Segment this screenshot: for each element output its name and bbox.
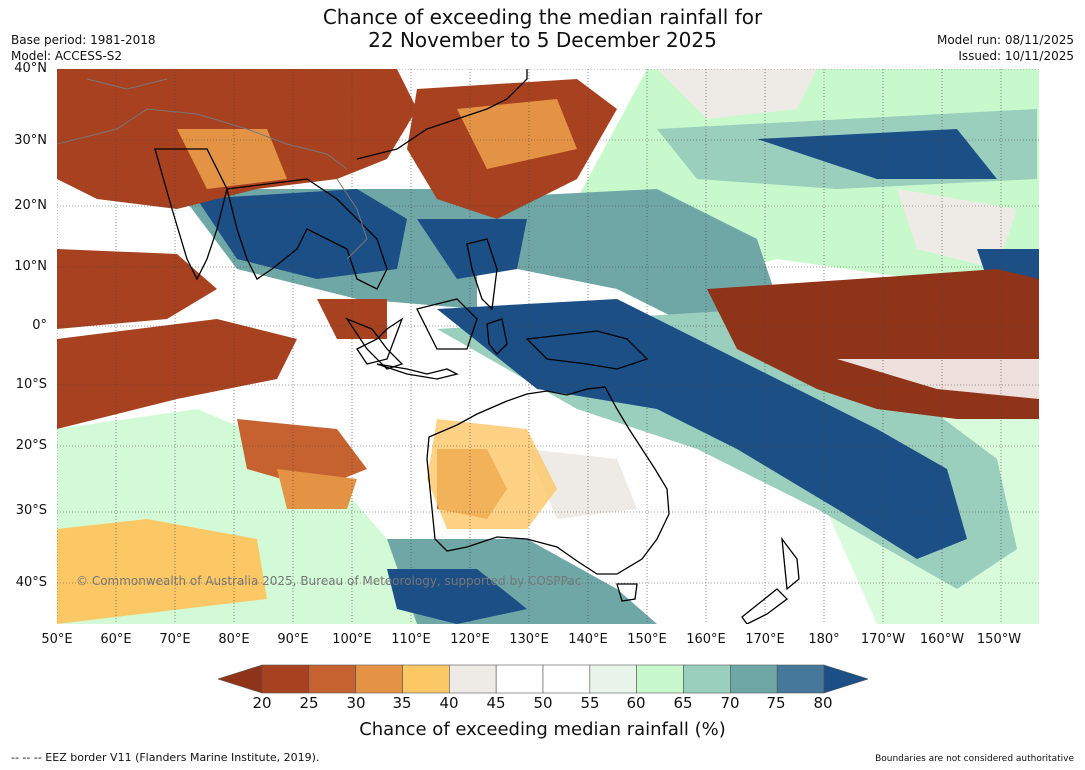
lon-label: 60°E [100,632,132,647]
colorbar-cell [636,664,684,694]
colorbar-tick: 20 [252,694,272,712]
lon-label: 170°E [745,632,785,647]
lon-label: 80°E [218,632,250,647]
copyright-text: © Commonwealth of Australia 2025, Bureau… [76,574,582,588]
orange-areas [57,99,577,624]
colorbar-tick: 35 [392,694,412,712]
lon-label: 70°E [159,632,191,647]
base-period: Base period: 1981-2018 [11,33,156,47]
lon-label: 180° [808,632,840,647]
lat-label: 30°S [15,503,47,518]
colorbar-cell [683,664,731,694]
lon-label: 140°E [568,632,608,647]
border-lines [57,78,368,260]
colorbar-cell [589,664,637,694]
colorbar-cell [730,664,778,694]
colorbar-cell-low-extend [218,664,263,694]
title-line-1: Chance of exceeding the median rainfall … [322,5,763,29]
lat-label: 20°S [15,438,47,453]
colorbar-cell [261,664,310,694]
colorbar-tick: 25 [299,694,319,712]
disclaimer: Boundaries are not considered authoritat… [875,754,1074,764]
colorbar-cell [495,664,544,694]
meta-right: Model run: 08/11/2025 Issued: 10/11/2025 [937,32,1074,64]
map-graphic [57,69,1039,624]
lon-label: 150°E [627,632,667,647]
colorbar-tick: 75 [766,694,786,712]
colorbar-tick: 65 [673,694,693,712]
lon-label: 50°E [41,632,73,647]
colorbar-tick: 55 [580,694,600,712]
lat-label: 20°N [14,198,47,213]
grey-areas [527,69,1017,519]
colorbar-tick: 80 [813,694,833,712]
lon-label: 150°W [976,632,1022,647]
colorbar-cell [402,664,450,694]
rainfall-map[interactable] [57,69,1039,624]
lon-label: 110°E [391,632,431,647]
lat-label: 40°S [15,575,47,590]
lat-label: 30°N [14,133,47,148]
colorbar-cell [308,664,356,694]
colorbar-cell [542,664,591,694]
colorbar-tick: 60 [626,694,646,712]
lon-label: 160°W [919,632,965,647]
colorbar-label: Chance of exceeding median rainfall (%) [359,719,726,740]
colorbar-cell [776,664,825,694]
lat-label: 10°N [14,259,47,274]
colorbar-cell-high-extend [823,664,868,694]
lat-label: 0° [32,318,47,333]
lat-label: 10°S [15,377,47,392]
gridlines [57,69,1039,624]
dark-blue-areas [197,129,1039,624]
lon-label: 130°E [509,632,549,647]
colorbar-tick: 70 [720,694,740,712]
eez-legend: -- -- -- EEZ border V11 (Flanders Marine… [11,751,320,764]
lat-label: 40°N [14,61,47,76]
model-run: Model run: 08/11/2025 [936,33,1074,47]
lon-label: 100°E [332,632,372,647]
lon-label: 90°E [277,632,309,647]
lon-label: 160°E [686,632,726,647]
colorbar [218,664,868,694]
colorbar-tick: 45 [486,694,506,712]
colorbar-tick: 40 [439,694,459,712]
lon-label: 170°W [860,632,906,647]
model-name: Model: ACCESS-S2 [11,49,123,63]
colorbar-cell [355,664,403,694]
lon-label: 120°E [450,632,490,647]
meta-left: Base period: 1981-2018 Model: ACCESS-S2 [11,32,156,64]
coastlines [154,69,800,624]
colorbar-cell [449,664,497,694]
issued-date: Issued: 10/11/2025 [958,49,1074,63]
title-line-2: 22 November to 5 December 2025 [368,28,717,52]
colorbar-tick: 30 [346,694,366,712]
colorbar-tick: 50 [533,694,553,712]
